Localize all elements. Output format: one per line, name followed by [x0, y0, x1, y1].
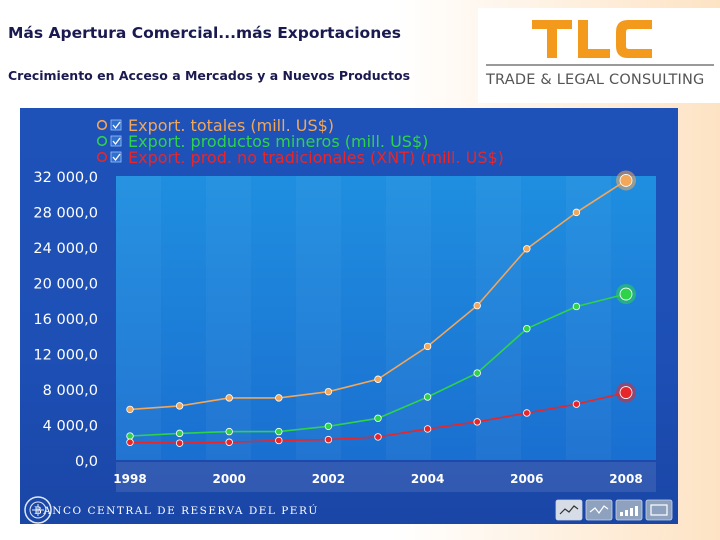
legend-radio-icon	[96, 151, 108, 163]
series-point	[175, 439, 184, 447]
legend-check-icon	[112, 153, 121, 162]
series-point	[619, 386, 633, 399]
series-point	[374, 414, 382, 422]
line-chart: 0,0 4 000,0 8 000,0 12 000,0 16 000,0 20 000,…	[24, 116, 673, 524]
bank-seal-icon	[24, 496, 52, 524]
slide-subtitle: Crecimiento en Acceso a Mercados y a Nue…	[8, 68, 411, 83]
series-point	[275, 394, 283, 402]
y-tick-label: 24 000,0	[33, 241, 98, 257]
legend-radio-icon	[96, 119, 108, 131]
series-point	[275, 427, 283, 436]
plot-band	[206, 176, 251, 460]
series-point	[225, 394, 233, 402]
bar-chart-icon[interactable]	[615, 499, 643, 521]
legend-checkbox-icon	[110, 151, 122, 163]
series-point	[523, 324, 531, 333]
area-chart-icon[interactable]	[585, 499, 613, 521]
series-point	[175, 402, 184, 410]
series-point	[324, 422, 333, 430]
y-tick-label: 8 000,0	[43, 383, 98, 399]
y-tick-label: 4 000,0	[43, 419, 98, 435]
legend-entry: Export. totales (mill. US$)	[128, 116, 334, 135]
series-point	[126, 405, 134, 414]
x-axis-band	[116, 462, 656, 492]
series-point	[523, 245, 531, 253]
y-tick-label: 0,0	[75, 454, 98, 470]
y-tick-label: 28 000,0	[33, 206, 98, 222]
series-point	[473, 369, 481, 377]
series-point	[126, 432, 134, 440]
series-point	[324, 387, 333, 396]
series-point	[572, 302, 581, 311]
series-point	[225, 427, 233, 436]
x-tick-label: 2008	[609, 472, 642, 486]
x-tick-label: 1998	[113, 472, 146, 486]
legend-entry: Export. prod. no tradicionales (XNT) (mi…	[128, 148, 504, 167]
plot-area	[116, 176, 656, 460]
series-point	[523, 409, 531, 417]
y-tick-label: 32 000,0	[33, 170, 98, 186]
x-tick-label: 2000	[212, 472, 245, 486]
x-tick-label: 2006	[510, 472, 543, 486]
table-icon[interactable]	[645, 499, 673, 521]
series-point	[619, 174, 633, 187]
logo-divider	[486, 64, 714, 66]
series-point	[423, 425, 432, 433]
series-point	[423, 342, 432, 351]
plot-band	[116, 176, 161, 460]
x-tick-label: 2002	[312, 472, 345, 486]
plot-band	[566, 176, 611, 460]
legend-radio-icon	[96, 135, 108, 147]
legend-check-icon	[112, 137, 121, 146]
series-point	[374, 433, 382, 441]
series-point	[126, 438, 134, 446]
series-point	[619, 287, 633, 301]
series-point	[572, 208, 581, 217]
bank-name: BANCO CENTRAL DE RESERVA DEL PERÚ	[34, 505, 319, 517]
y-tick-label: 16 000,0	[33, 312, 98, 328]
series-point	[324, 435, 333, 444]
legend-checkbox-icon	[110, 135, 122, 147]
legend-checkbox-icon	[110, 119, 122, 131]
series-point	[275, 436, 283, 445]
x-tick-label: 2004	[411, 472, 444, 486]
series-point	[572, 400, 581, 408]
tlc-logo-mark	[532, 20, 652, 58]
plot-band	[386, 176, 431, 460]
legend-check-icon	[112, 121, 121, 130]
y-tick-label: 20 000,0	[33, 277, 98, 293]
series-point	[175, 429, 184, 438]
series-point	[225, 438, 233, 446]
series-point	[473, 301, 481, 310]
line-chart-icon[interactable]	[555, 499, 583, 521]
legend-entry: Export. productos mineros (mill. US$)	[128, 132, 428, 151]
plot-band	[476, 176, 521, 460]
series-point	[423, 393, 432, 401]
chart-panel: 0,0 4 000,0 8 000,0 12 000,0 16 000,0 20 000,…	[20, 108, 678, 524]
y-tick-label: 12 000,0	[33, 348, 98, 364]
plot-band	[296, 176, 341, 460]
logo-company-name: TRADE & LEGAL CONSULTING	[486, 72, 705, 88]
series-point	[473, 418, 481, 426]
series-point	[374, 375, 382, 383]
slide-title: Más Apertura Comercial...más Exportacion…	[8, 24, 401, 42]
company-logo: TRADE & LEGAL CONSULTING	[478, 8, 720, 103]
